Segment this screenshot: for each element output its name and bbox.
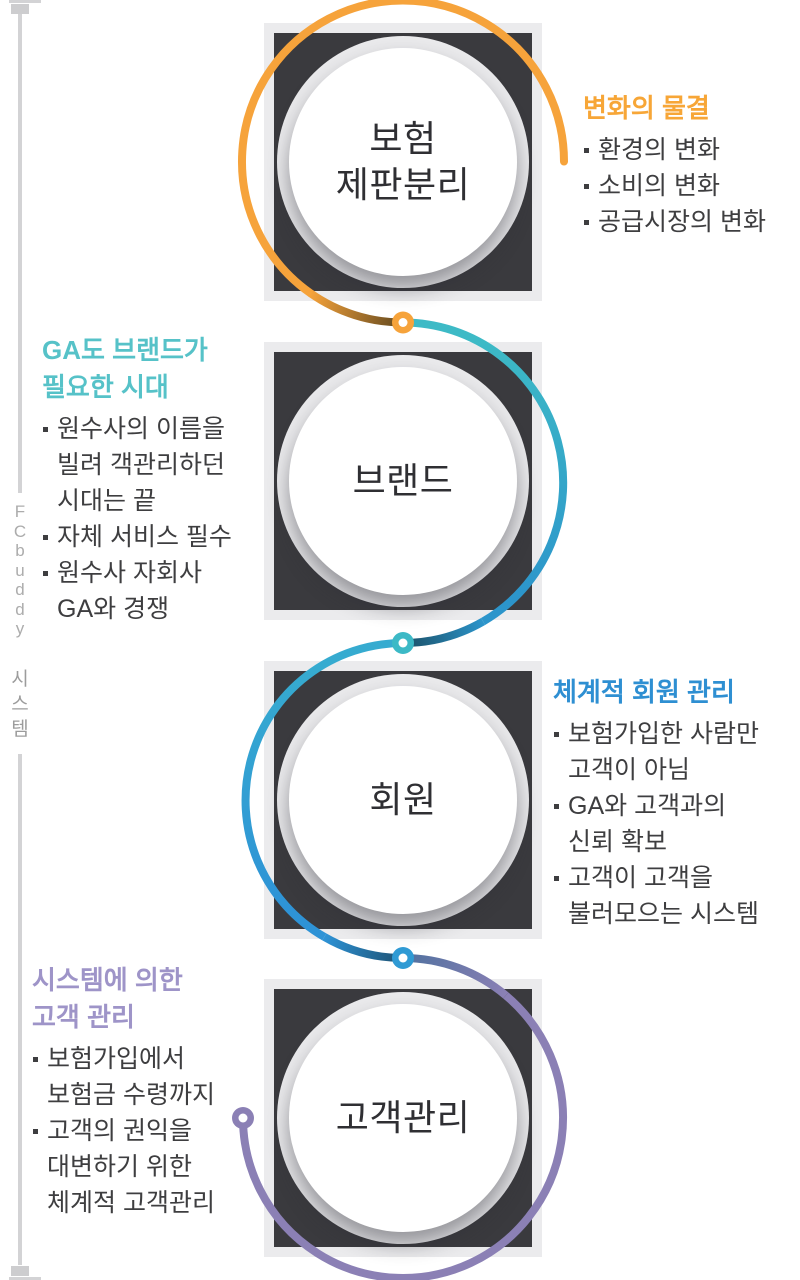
connector-dot-2: [392, 632, 414, 654]
bullet-icon: [42, 411, 57, 447]
callout-list: 원수사의 이름을 빌려 객관리하던 시대는 끝 자체 서비스 필수 원수사 자회…: [42, 411, 232, 627]
callout-title: 시스템에 의한 고객 관리: [32, 965, 183, 1032]
callout-list: 환경의 변화 소비의 변화 공급시장의 변화: [583, 132, 766, 240]
callout-list: 보험가입한 사람만 고객이 아님 GA와 고객과의 신뢰 확보 고객이 고객을 …: [553, 716, 759, 932]
step-label: 회원: [369, 778, 437, 820]
bullet-icon: [42, 519, 57, 555]
callout-member-management: 체계적 회원 관리 보험가입한 사람만 고객이 아님 GA와 고객과의 신뢰 확…: [553, 674, 759, 932]
rail-brand-text: F C b u d d y: [6, 502, 34, 639]
rail-stem-upper: [18, 14, 22, 493]
bullet-icon: [42, 555, 57, 591]
step-label: 보험 제판분리: [335, 117, 471, 205]
connector-dot-1: [392, 311, 414, 334]
bullet-icon: [32, 1113, 47, 1149]
list-item: 원수사의 이름을 빌려 객관리하던 시대는 끝: [42, 411, 232, 519]
arc-member-tail: [322, 933, 404, 962]
bullet-icon: [583, 132, 598, 168]
connector-dot-4: [232, 1107, 254, 1129]
rail-bottom-knob: [11, 1266, 29, 1276]
rail-system-char: 스: [11, 694, 29, 715]
bullet-icon: [583, 168, 598, 204]
rail-brand-letter: u: [15, 560, 25, 580]
list-item: 고객이 고객을 불러모으는 시스템: [553, 860, 759, 932]
rail-system-char: 시: [11, 669, 29, 690]
list-item: 소비의 변화: [583, 168, 766, 204]
list-item: 자체 서비스 필수: [42, 519, 232, 555]
rail-brand-letter: b: [15, 541, 25, 560]
callout-change-wave: 변화의 물결 환경의 변화 소비의 변화 공급시장의 변화: [583, 90, 766, 240]
node-disc: 고객관리: [289, 1004, 517, 1232]
connector-dot-3: [392, 947, 414, 969]
rail-brand-letter: d: [15, 599, 25, 619]
arc-brand-tail: [402, 618, 486, 647]
list-item: 공급시장의 변화: [583, 204, 766, 240]
list-item: 고객의 권익을 대변하기 위한 체계적 고객관리: [32, 1113, 215, 1221]
list-item: GA와 고객과의 신뢰 확보: [553, 788, 759, 860]
rail-stem-lower: [18, 754, 22, 1265]
callout-title: 체계적 회원 관리: [553, 677, 735, 707]
step-label: 브랜드: [352, 459, 454, 501]
node-disc: 회원: [289, 686, 517, 914]
bullet-icon: [32, 1041, 47, 1077]
step-node-customer-care: 고객관리: [264, 979, 542, 1257]
step-label: 고객관리: [335, 1096, 471, 1138]
rail-top-bar: [9, 0, 41, 3]
step-node-brand: 브랜드: [264, 342, 542, 620]
list-item: 보험가입에서 보험금 수령까지: [32, 1041, 215, 1113]
rail-system-text: 시 스 템: [6, 667, 34, 742]
bullet-icon: [553, 716, 568, 752]
step-node-insurance: 보험 제판분리: [264, 23, 542, 301]
step-node-member: 회원: [264, 661, 542, 939]
rail-system-char: 템: [11, 719, 29, 740]
callout-system-customer-care: 시스템에 의한 고객 관리 보험가입에서 보험금 수령까지 고객의 권익을 대변…: [32, 962, 215, 1221]
bullet-icon: [553, 860, 568, 896]
callout-list: 보험가입에서 보험금 수령까지 고객의 권익을 대변하기 위한 체계적 고객관리: [32, 1041, 215, 1221]
list-item: 원수사 자회사 GA와 경쟁: [42, 555, 232, 627]
rail-top-knob: [11, 4, 29, 14]
rail-brand-letter: d: [15, 580, 25, 599]
node-disc: 브랜드: [289, 367, 517, 595]
node-disc: 보험 제판분리: [289, 48, 517, 276]
rail-brand-letter: C: [13, 521, 27, 541]
list-item: 보험가입한 사람만 고객이 아님: [553, 716, 759, 788]
bullet-icon: [583, 204, 598, 240]
callout-title: 변화의 물결: [583, 93, 710, 123]
rail-brand-letter: F: [14, 502, 26, 521]
rail-bottom-bar: [9, 1277, 41, 1280]
rail-brand-letter: y: [15, 619, 25, 638]
callout-title: GA도 브랜드가 필요한 시대: [42, 335, 208, 402]
list-item: 환경의 변화: [583, 132, 766, 168]
bullet-icon: [553, 788, 568, 824]
callout-ga-brand: GA도 브랜드가 필요한 시대 원수사의 이름을 빌려 객관리하던 시대는 끝 …: [42, 332, 232, 627]
